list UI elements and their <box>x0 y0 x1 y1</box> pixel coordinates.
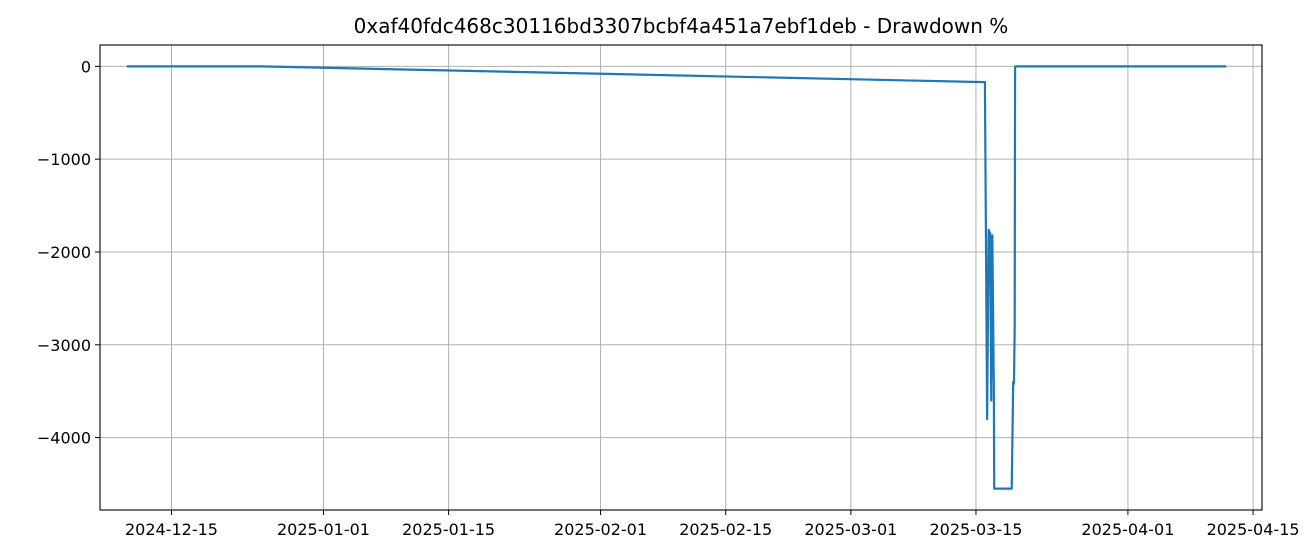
x-tick-label: 2025-03-15 <box>929 520 1022 539</box>
series-line <box>126 65 1227 490</box>
y-tick-label: 0 <box>81 57 91 76</box>
x-axis: 2024-12-15 2025-01-01 2025-01-15 2025-02-01… <box>125 510 1300 539</box>
grid <box>100 45 1262 510</box>
chart-title: 0xaf40fdc468c30116bd3307bcbf4a451a7ebf1d… <box>354 14 1009 38</box>
x-tick-label: 2025-04-15 <box>1207 520 1300 539</box>
x-tick-label: 2025-03-01 <box>804 520 897 539</box>
x-tick-label: 2025-01-15 <box>402 520 495 539</box>
plot-area <box>126 65 1227 490</box>
y-tick-label: −1000 <box>37 150 91 169</box>
x-tick-label: 2025-02-15 <box>679 520 772 539</box>
y-axis: 0 −1000 −2000 −3000 −4000 <box>37 57 100 448</box>
y-tick-label: −3000 <box>37 336 91 355</box>
y-tick-label: −2000 <box>37 243 91 262</box>
plot-frame <box>99 44 1263 511</box>
x-tick-label: 2025-01-01 <box>277 520 370 539</box>
x-tick-label: 2024-12-15 <box>125 520 218 539</box>
y-tick-label: −4000 <box>37 429 91 448</box>
x-tick-label: 2025-02-01 <box>554 520 647 539</box>
x-tick-label: 2025-04-01 <box>1081 520 1174 539</box>
